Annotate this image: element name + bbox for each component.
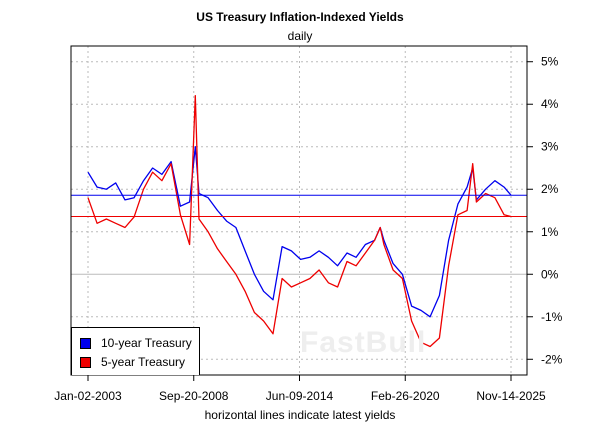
legend-item-5y: 5-year Treasury	[80, 355, 185, 369]
x-axis-label: horizontal lines indicate latest yields	[204, 408, 396, 422]
y-tick-label: -2%	[541, 352, 563, 366]
y-tick-label: 2%	[541, 182, 559, 196]
watermark-logo: FastBull	[300, 326, 427, 359]
legend: 10-year Treasury 5-year Treasury	[71, 327, 200, 375]
x-tick-label: Jan-02-2003	[54, 389, 122, 403]
x-tick-label: Nov-14-2025	[476, 389, 546, 403]
legend-label: 10-year Treasury	[101, 336, 192, 350]
y-tick-label: 0%	[541, 267, 559, 281]
legend-item-10y: 10-year Treasury	[80, 336, 192, 350]
x-tick-label: Sep-20-2008	[159, 389, 229, 403]
y-tick-label: 4%	[541, 97, 559, 111]
x-tick-label: Feb-26-2020	[371, 389, 440, 403]
legend-label: 5-year Treasury	[101, 355, 186, 369]
y-tick-label: 5%	[541, 55, 559, 69]
legend-swatch-blue	[80, 337, 91, 349]
plot-border	[70, 45, 528, 376]
legend-swatch-red	[80, 356, 91, 368]
y-tick-label: -1%	[541, 310, 563, 324]
series-line-10y	[87, 146, 512, 318]
chart-title: US Treasury Inflation-Indexed Yields	[196, 10, 404, 24]
x-tick-label: Jun-09-2014	[266, 389, 334, 403]
y-tick-label: 1%	[541, 225, 559, 239]
series-line-5y	[87, 95, 512, 348]
chart-subtitle: daily	[287, 29, 313, 43]
y-tick-label: 3%	[541, 140, 559, 154]
